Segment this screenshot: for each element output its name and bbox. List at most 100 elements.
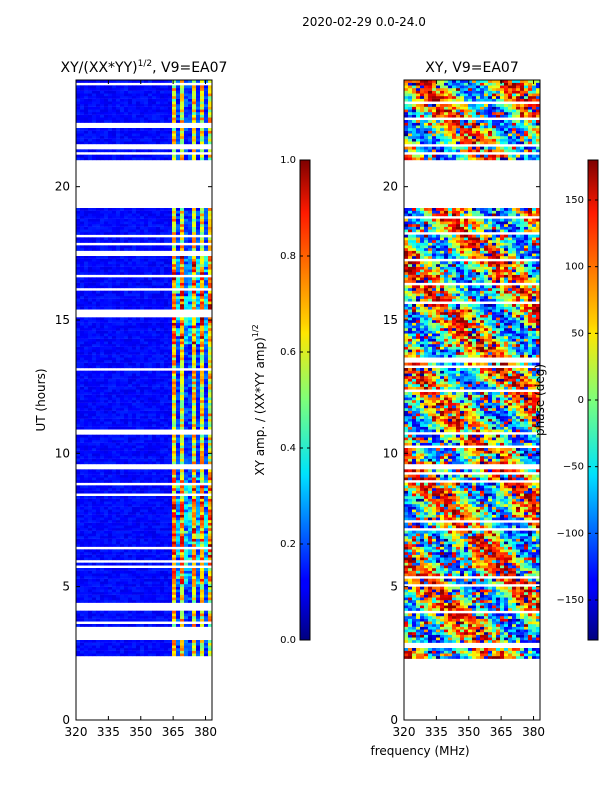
heatmap-cell [180,506,185,510]
heatmap-cell [164,210,169,214]
heatmap-cell [96,136,101,139]
heatmap-cell [80,216,85,219]
heatmap-cell [208,472,212,475]
heatmap-cell [92,248,97,251]
heatmap-cell [80,304,85,307]
heatmap-cell [168,360,173,363]
heatmap-cell [164,573,169,577]
heatmap-cell [200,456,205,459]
heatmap-cell [184,296,189,299]
heatmap-cell [184,413,189,417]
heatmap-cell [128,394,133,398]
heatmap-cell [196,618,201,622]
heatmap-cell [180,386,185,390]
heatmap-cell [84,229,89,233]
heatmap-cell [116,245,121,249]
heatmap-cell [148,301,153,305]
heatmap-cell [164,501,169,505]
heatmap-cell [204,394,209,398]
heatmap-cell [124,285,129,289]
heatmap-cell [180,352,185,355]
heatmap-cell [108,138,113,142]
heatmap-cell [184,282,189,286]
heatmap-cell [164,586,169,590]
heatmap-cell [168,229,173,233]
heatmap-cell [104,272,109,275]
heatmap-cell [184,488,189,491]
heatmap-cell [128,258,133,262]
heatmap-cell [88,376,93,379]
heatmap-cell [164,592,169,595]
heatmap-cell [200,421,205,425]
heatmap-cell [176,418,181,422]
heatmap-cell [120,496,125,499]
heatmap-cell [80,520,85,523]
heatmap-cell [112,610,117,614]
heatmap-cell [132,402,137,406]
heatmap-cell [120,536,125,539]
heatmap-cell [80,538,85,542]
heatmap-cell [192,642,197,646]
heatmap-cell [108,226,113,230]
heatmap-cell [140,653,145,657]
heatmap-cell [132,154,137,158]
heatmap-cell [132,434,137,438]
heatmap-cell [176,317,181,321]
heatmap-cell [104,290,109,294]
heatmap-cell [128,578,133,582]
heatmap-cell [108,645,113,649]
heatmap-cell [176,392,181,395]
heatmap-cell [168,349,173,353]
heatmap-cell [152,285,157,289]
heatmap-cell [200,272,205,275]
heatmap-cell [120,285,125,289]
heatmap-cell [132,474,137,478]
heatmap-cell [80,618,85,622]
heatmap-cell [176,381,181,385]
heatmap-cell [112,616,117,619]
heatmap-cell [164,362,169,366]
heatmap-cell [188,448,193,451]
heatmap-cell [172,440,177,443]
heatmap-cell [164,213,169,217]
heatmap-cell [208,264,212,267]
heatmap-cell [148,554,153,558]
heatmap-cell [168,149,173,153]
heatmap-cell [156,389,161,393]
heatmap-cell [188,525,193,529]
heatmap-cell [96,352,101,355]
heatmap-cell [108,240,113,243]
heatmap-cell [92,514,97,518]
heatmap-cell [204,410,209,414]
heatmap-cell [76,149,81,153]
heatmap-cell [80,528,85,531]
heatmap-cell [140,624,145,627]
heatmap-cell [148,258,153,262]
heatmap-cell [140,322,145,326]
heatmap-cell [124,256,129,259]
heatmap-cell [108,568,113,571]
heatmap-cell [168,402,173,406]
heatmap-cell [144,370,149,374]
heatmap-cell [96,370,101,374]
heatmap-cell [172,365,177,369]
heatmap-cell [76,282,81,286]
heatmap-cell [132,477,137,481]
heatmap-cell [80,349,85,353]
heatmap-cell [84,594,89,598]
heatmap-cell [148,394,153,398]
heatmap-cell [80,376,85,379]
heatmap-cell [120,376,125,379]
heatmap-cell [124,413,129,417]
heatmap-cell [164,258,169,262]
heatmap-cell [144,226,149,230]
heatmap-cell [160,373,165,377]
heatmap-cell [100,597,105,601]
heatmap-cell [184,360,189,363]
heatmap-cell [140,282,145,286]
heatmap-cell [128,341,133,345]
heatmap-cell [136,218,141,222]
heatmap-cell [120,221,125,225]
heatmap-cell [188,450,193,454]
heatmap-cell [152,594,157,598]
